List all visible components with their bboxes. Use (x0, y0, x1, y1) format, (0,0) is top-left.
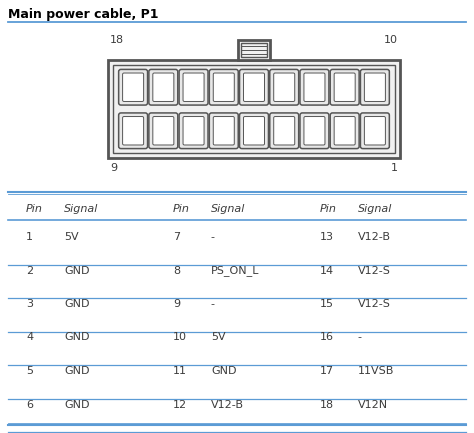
Text: 7: 7 (173, 232, 180, 242)
FancyBboxPatch shape (270, 113, 299, 149)
Text: 11VSB: 11VSB (358, 366, 394, 376)
Text: 18: 18 (110, 35, 124, 45)
FancyBboxPatch shape (153, 116, 174, 145)
FancyBboxPatch shape (365, 116, 385, 145)
FancyBboxPatch shape (213, 73, 234, 101)
FancyBboxPatch shape (304, 116, 325, 145)
FancyBboxPatch shape (239, 113, 268, 149)
Text: GND: GND (64, 366, 90, 376)
FancyBboxPatch shape (210, 69, 238, 105)
FancyBboxPatch shape (273, 116, 295, 145)
Text: Signal: Signal (64, 204, 99, 214)
Text: 16: 16 (320, 333, 334, 343)
Text: 11: 11 (173, 366, 187, 376)
FancyBboxPatch shape (360, 69, 389, 105)
Text: Pin: Pin (320, 204, 337, 214)
FancyBboxPatch shape (213, 116, 234, 145)
FancyBboxPatch shape (300, 69, 329, 105)
FancyBboxPatch shape (334, 73, 355, 101)
Text: V12-B: V12-B (358, 232, 391, 242)
Text: Signal: Signal (211, 204, 246, 214)
FancyBboxPatch shape (179, 113, 208, 149)
Text: GND: GND (64, 265, 90, 275)
FancyBboxPatch shape (300, 113, 329, 149)
Text: -: - (211, 232, 215, 242)
Bar (113, 65, 395, 153)
Bar (108, 60, 400, 158)
FancyBboxPatch shape (270, 69, 299, 105)
FancyBboxPatch shape (183, 116, 204, 145)
Text: 9: 9 (110, 163, 117, 173)
FancyBboxPatch shape (149, 69, 178, 105)
Text: 2: 2 (26, 265, 33, 275)
FancyBboxPatch shape (210, 113, 238, 149)
Text: V12-S: V12-S (358, 265, 391, 275)
Text: 4: 4 (26, 333, 33, 343)
Text: Main power cable, P1: Main power cable, P1 (8, 8, 158, 21)
Text: 9: 9 (173, 299, 180, 309)
FancyBboxPatch shape (123, 73, 144, 101)
Text: GND: GND (211, 366, 237, 376)
FancyBboxPatch shape (304, 73, 325, 101)
FancyBboxPatch shape (123, 116, 144, 145)
FancyBboxPatch shape (153, 73, 174, 101)
Text: 15: 15 (320, 299, 334, 309)
FancyBboxPatch shape (360, 113, 389, 149)
Text: Pin: Pin (173, 204, 190, 214)
Text: GND: GND (64, 333, 90, 343)
Text: 1: 1 (26, 232, 33, 242)
Bar (238, 40, 270, 60)
Text: PS_ON_L: PS_ON_L (211, 265, 259, 276)
FancyBboxPatch shape (118, 69, 147, 105)
Text: 8: 8 (173, 265, 180, 275)
FancyBboxPatch shape (183, 73, 204, 101)
FancyBboxPatch shape (365, 73, 385, 101)
Text: 17: 17 (320, 366, 334, 376)
FancyBboxPatch shape (244, 73, 264, 101)
Text: 14: 14 (320, 265, 334, 275)
FancyBboxPatch shape (179, 69, 208, 105)
Text: GND: GND (64, 400, 90, 410)
Text: V12-B: V12-B (211, 400, 244, 410)
Text: V12-S: V12-S (358, 299, 391, 309)
FancyBboxPatch shape (118, 113, 147, 149)
Text: -: - (358, 333, 362, 343)
FancyBboxPatch shape (239, 69, 268, 105)
FancyBboxPatch shape (149, 113, 178, 149)
Text: 18: 18 (320, 400, 334, 410)
Text: GND: GND (64, 299, 90, 309)
FancyBboxPatch shape (273, 73, 295, 101)
Text: 1: 1 (391, 163, 398, 173)
Text: Pin: Pin (26, 204, 43, 214)
Text: 13: 13 (320, 232, 334, 242)
FancyBboxPatch shape (330, 69, 359, 105)
Text: V12N: V12N (358, 400, 388, 410)
Text: 3: 3 (26, 299, 33, 309)
Text: 5V: 5V (211, 333, 226, 343)
FancyBboxPatch shape (330, 113, 359, 149)
Text: 5: 5 (26, 366, 33, 376)
Text: 12: 12 (173, 400, 187, 410)
Text: 10: 10 (384, 35, 398, 45)
Text: 10: 10 (173, 333, 187, 343)
Bar (241, 43, 267, 57)
Text: 5V: 5V (64, 232, 79, 242)
Text: -: - (211, 299, 215, 309)
FancyBboxPatch shape (334, 116, 355, 145)
FancyBboxPatch shape (244, 116, 264, 145)
Text: 6: 6 (26, 400, 33, 410)
Text: Signal: Signal (358, 204, 392, 214)
